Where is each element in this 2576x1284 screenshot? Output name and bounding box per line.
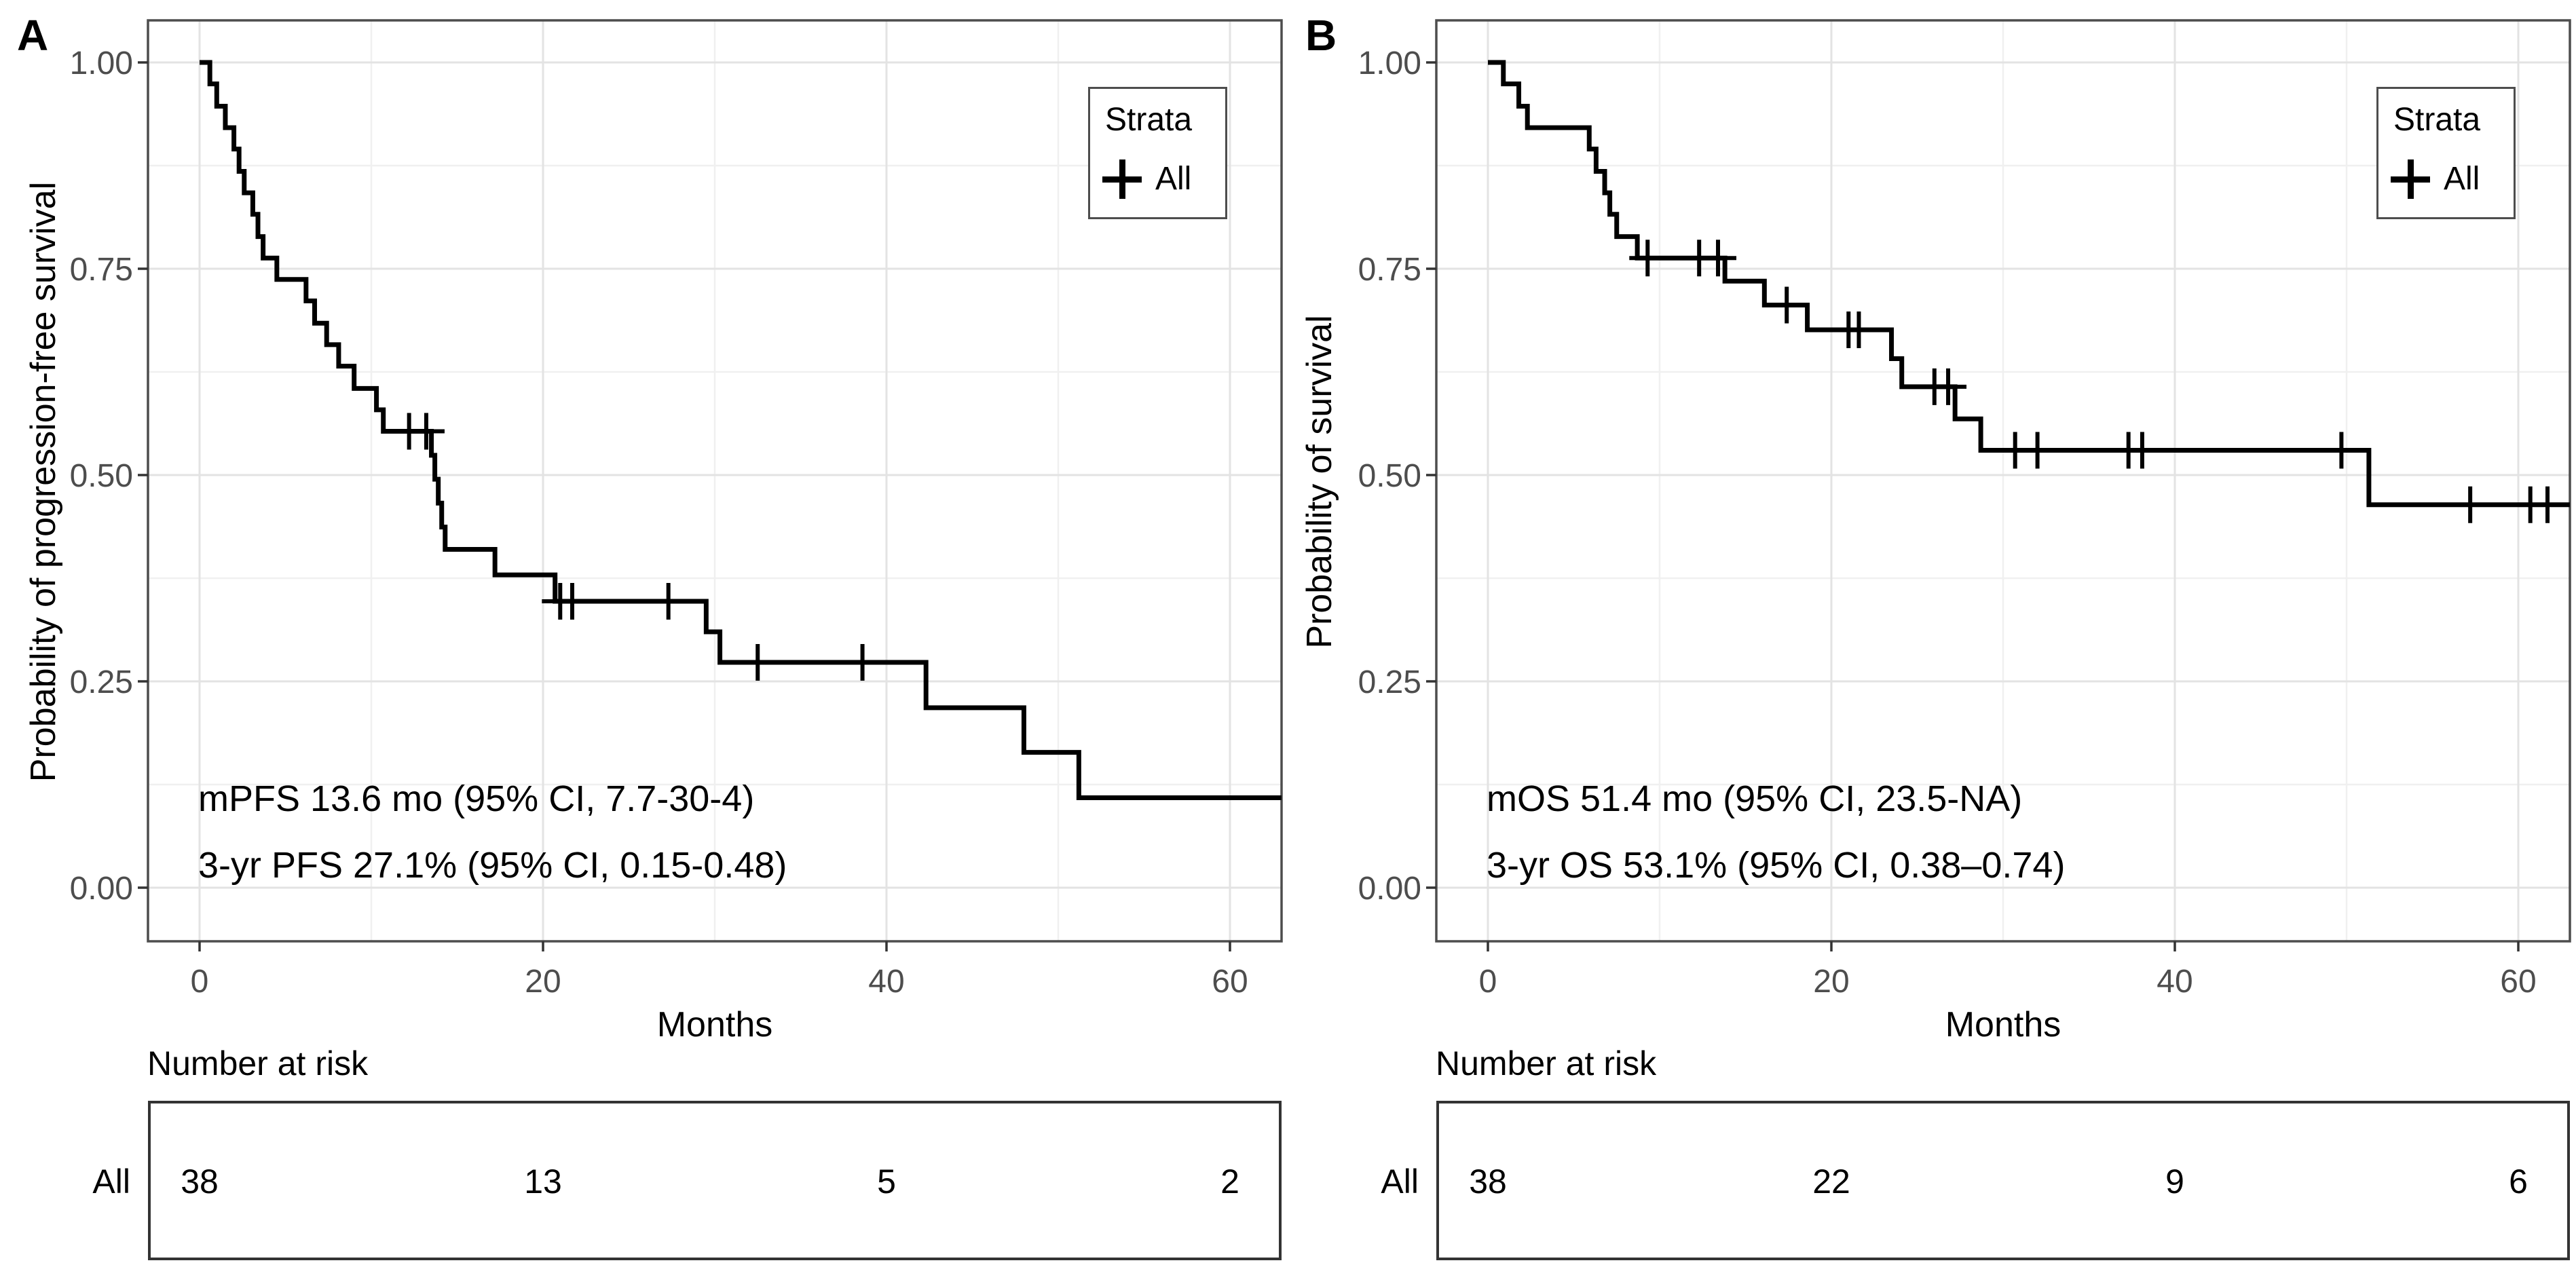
- x-tick-label: 0: [191, 964, 209, 1000]
- x-tick-label: 60: [2500, 964, 2536, 1000]
- y-tick-label: 0.50: [70, 458, 133, 494]
- panel-border: [147, 19, 1283, 943]
- y-tick-label: 0.75: [70, 252, 133, 288]
- legend-box-a: Strata All: [1088, 87, 1227, 219]
- panel-a-label: A: [17, 11, 49, 60]
- annotation-median-a: mPFS 13.6 mo (95% CI, 7.7-30-4): [198, 778, 755, 819]
- legend-title: Strata: [1105, 102, 1193, 138]
- legend-title: Strata: [2393, 102, 2481, 138]
- x-tick-label: 40: [868, 964, 904, 1000]
- y-tick-label: 0.25: [1358, 664, 1421, 700]
- legend-item-all: All: [1102, 159, 1191, 199]
- legend-item-label: All: [1155, 161, 1192, 197]
- panel-border: [1435, 19, 2571, 943]
- x-tick-label: 60: [1212, 964, 1248, 1000]
- risk-value: 38: [1469, 1163, 1507, 1201]
- y-tick-label: 0.50: [1358, 458, 1421, 494]
- panel-b: 0 20 40 60 0.00 0.25 0.50 0.75 1.00 B Probabilit…: [1288, 0, 2576, 1284]
- km-plot-panel-a: 0 20 40 60 0.00 0.25 0.50 0.75 1.00: [70, 19, 1283, 1000]
- censor-plus-icon: [1102, 159, 1142, 199]
- x-axis-title-a: Months: [656, 1005, 773, 1044]
- km-plot-panel-b: 0 20 40 60 0.00 0.25 0.50 0.75 1.00: [1358, 19, 2571, 1000]
- x-tick-label: 20: [525, 964, 561, 1000]
- x-tick-label: 20: [1813, 964, 1849, 1000]
- panel-a: 0 20 40 60 0.00 0.25 0.50 0.75 1.00 A Probabilit…: [17, 11, 1283, 1260]
- risk-table-title-a: Number at risk: [147, 1044, 369, 1082]
- y-axis-title-a: Probability of progression-free survival: [24, 181, 63, 782]
- risk-value: 38: [181, 1163, 219, 1201]
- risk-value: 5: [877, 1163, 896, 1201]
- x-tick-label: 40: [2157, 964, 2192, 1000]
- annotation-3yr-b: 3-yr OS 53.1% (95% CI, 0.38–0.74): [1487, 845, 2066, 886]
- y-tick-label: 0.75: [1358, 252, 1421, 288]
- y-tick-label: 0.00: [1358, 871, 1421, 907]
- annotation-3yr-a: 3-yr PFS 27.1% (95% CI, 0.15-0.48): [198, 845, 787, 886]
- risk-value: 13: [524, 1163, 562, 1201]
- risk-table-box-a: [148, 1101, 1282, 1260]
- risk-value: 9: [2165, 1163, 2184, 1201]
- y-tick-label: 0.00: [70, 871, 133, 907]
- x-axis-title-b: Months: [1945, 1005, 2061, 1044]
- y-tick-label: 1.00: [70, 45, 133, 81]
- risk-value: 22: [1812, 1163, 1850, 1201]
- panel-b-label: B: [1305, 11, 1337, 60]
- risk-row-label-a: All: [92, 1163, 130, 1201]
- risk-table-box-b: [1436, 1101, 2570, 1260]
- legend-item-label: All: [2444, 161, 2480, 197]
- risk-table-title-b: Number at risk: [1436, 1044, 1657, 1082]
- annotation-median-b: mOS 51.4 mo (95% CI, 23.5-NA): [1487, 778, 2023, 819]
- risk-row-label-b: All: [1381, 1163, 1419, 1201]
- censor-plus-icon: [2391, 159, 2430, 199]
- legend-box-b: Strata All: [2376, 87, 2516, 219]
- y-tick-label: 0.25: [70, 664, 133, 700]
- y-tick-label: 1.00: [1358, 45, 1421, 81]
- risk-value: 2: [1220, 1163, 1239, 1201]
- x-tick-label: 0: [1479, 964, 1497, 1000]
- y-axis-title-b: Probability of survival: [1300, 315, 1339, 649]
- km-curve: [200, 60, 1282, 800]
- km-curve: [1488, 60, 2570, 508]
- legend-item-all: All: [2391, 159, 2480, 199]
- risk-value: 6: [2509, 1163, 2528, 1201]
